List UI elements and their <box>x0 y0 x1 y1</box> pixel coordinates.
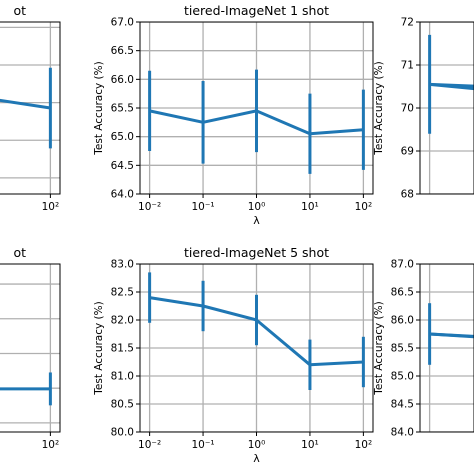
y-tick-label: 70 <box>401 103 414 115</box>
x-tick-label: 10⁻¹ <box>191 201 214 213</box>
chart-title: tiered-ImageNet 1 shot <box>184 3 329 18</box>
x-tick-label: 10² <box>42 201 60 213</box>
y-tick-label: 84.5 <box>391 399 414 411</box>
chart-panel-4: 10² ot <box>0 245 61 451</box>
chart-panel-3: 68 69 70 71 72 Test Accuracy (%) <box>373 17 474 201</box>
y-tick-label: 65.0 <box>111 131 134 143</box>
y-tick-label: 86.0 <box>391 315 414 327</box>
y-tick-label: 82.0 <box>111 315 134 327</box>
chart-title: tiered-ImageNet 5 shot <box>184 245 329 260</box>
chart-panel-1: 10² ot <box>0 3 61 213</box>
x-axis-label: λ <box>253 214 260 227</box>
axes-frame <box>0 21 61 195</box>
y-tick-label: 84.0 <box>391 427 414 439</box>
x-tick-label: 10⁻² <box>138 201 161 213</box>
y-tick-label: 81.5 <box>111 343 134 355</box>
x-tick-label: 10² <box>355 201 373 213</box>
y-axis-label: Test Accuracy (%) <box>373 301 385 395</box>
x-tick-label: 10⁰ <box>248 201 266 213</box>
y-tick-label: 85.0 <box>391 371 414 383</box>
y-axis-label: Test Accuracy (%) <box>373 61 385 155</box>
y-tick-label: 72 <box>401 17 414 29</box>
y-tick-label: 85.5 <box>391 343 414 355</box>
x-tick-label: 10¹ <box>301 439 319 451</box>
x-tick-label: 10² <box>42 439 60 451</box>
y-tick-label: 86.5 <box>391 287 414 299</box>
y-tick-label: 71 <box>401 60 414 72</box>
y-tick-label: 80.5 <box>111 399 134 411</box>
data-line <box>429 82 474 91</box>
data-line <box>0 98 51 110</box>
y-axis-label: Test Accuracy (%) <box>93 301 105 395</box>
x-tick-label: 10¹ <box>301 201 319 213</box>
y-tick-label: 80.0 <box>111 427 134 439</box>
x-tick-label: 10⁻¹ <box>191 439 214 451</box>
plot-area <box>420 264 474 432</box>
chart-panel-6: 84.0 84.5 85.0 85.5 86.0 86.5 87.0 Test Accurac… <box>373 259 474 439</box>
chart-title-fragment: ot <box>13 245 26 260</box>
plot-area <box>140 264 373 432</box>
chart-title-fragment: ot <box>13 3 26 18</box>
data-line <box>149 296 364 367</box>
chart-panel-2: 10⁻² 10⁻¹ 10⁰ 10¹ 10² 64.0 64.5 65.0 65.5 66.0 66.… <box>93 3 374 227</box>
plot-area <box>140 22 373 194</box>
y-tick-label: 66.5 <box>111 45 134 57</box>
plot-area <box>420 22 474 194</box>
plot-area <box>0 264 60 432</box>
x-tick-label: 10⁻² <box>138 439 161 451</box>
y-tick-label: 64.5 <box>111 160 134 172</box>
y-tick-label: 69 <box>401 146 414 158</box>
y-tick-label: 65.5 <box>111 103 134 115</box>
x-axis-label: λ <box>253 452 260 465</box>
data-line <box>0 387 51 391</box>
axes-frame <box>0 263 61 433</box>
y-tick-label: 68 <box>401 189 414 201</box>
y-tick-label: 66.0 <box>111 74 134 86</box>
plot-area <box>0 22 60 194</box>
y-tick-label: 67.0 <box>111 17 134 29</box>
y-axis-label: Test Accuracy (%) <box>93 61 105 155</box>
y-tick-label: 81.0 <box>111 371 134 383</box>
y-tick-label: 83.0 <box>111 259 134 271</box>
x-tick-label: 10⁰ <box>248 439 266 451</box>
x-tick-label: 10² <box>355 439 373 451</box>
y-tick-label: 87.0 <box>391 259 414 271</box>
chart-panel-5: 10⁻² 10⁻¹ 10⁰ 10¹ 10² 80.0 80.5 81.0 81.5 82.0 82.… <box>93 245 374 465</box>
panels: 10² ot 10⁻² 10⁻¹ 10⁰ 10¹ 10² 64.0 64.5 65.0 65.5 66… <box>0 3 474 465</box>
y-tick-label: 64.0 <box>111 189 134 201</box>
data-line <box>429 332 474 339</box>
y-tick-label: 82.5 <box>111 287 134 299</box>
data-line <box>149 109 364 136</box>
